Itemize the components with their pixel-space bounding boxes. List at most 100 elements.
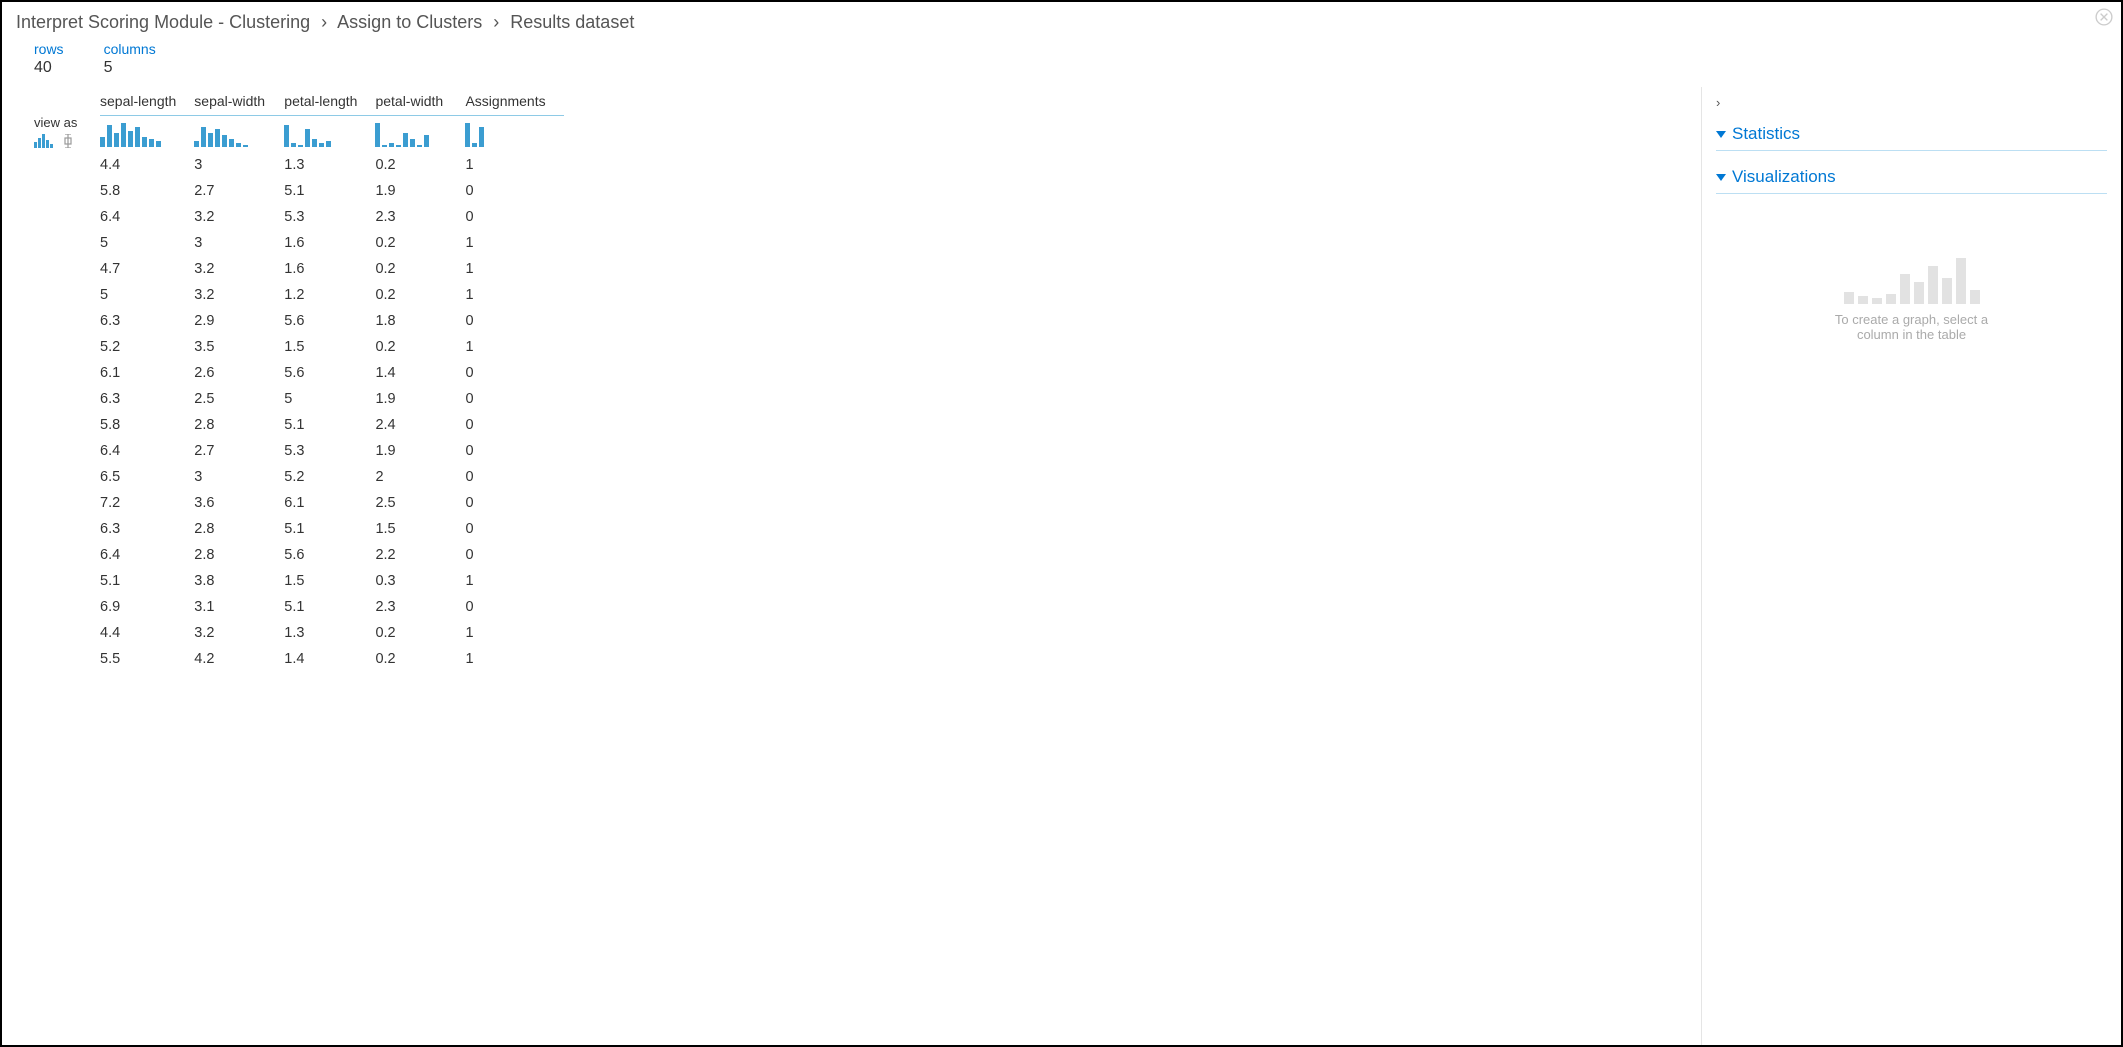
rows-label: rows [34,41,64,57]
column-header[interactable]: sepal-length [100,87,194,116]
table-cell: 6.4 [100,438,194,464]
table-cell: 0 [465,464,563,490]
table-row[interactable]: 6.32.551.90 [100,386,564,412]
table-cell: 1 [465,620,563,646]
placeholder-chart-icon [1716,244,2107,304]
table-cell: 3.8 [194,568,284,594]
table-row[interactable]: 53.21.20.21 [100,282,564,308]
table-cell: 2.8 [194,412,284,438]
table-cell: 0 [465,360,563,386]
table-cell: 5 [100,282,194,308]
table-cell: 5.1 [100,568,194,594]
table-row[interactable]: 5.82.85.12.40 [100,412,564,438]
table-cell: 5.1 [284,594,375,620]
table-cell: 2.4 [375,412,465,438]
column-sparkline[interactable] [375,116,465,153]
column-sparkline[interactable] [100,116,194,153]
table-cell: 1.3 [284,620,375,646]
table-row[interactable]: 6.32.85.11.50 [100,516,564,542]
table-cell: 6.3 [100,386,194,412]
table-cell: 1 [465,230,563,256]
placeholder-text: column in the table [1716,327,2107,342]
column-header[interactable]: petal-width [375,87,465,116]
chevron-right-icon: › [321,12,327,33]
placeholder-text: To create a graph, select a [1716,312,2107,327]
table-cell: 5.8 [100,412,194,438]
caret-down-icon [1716,174,1726,181]
table-cell: 1.6 [284,256,375,282]
table-row[interactable]: 6.12.65.61.40 [100,360,564,386]
column-header[interactable]: Assignments [465,87,563,116]
visualization-placeholder: To create a graph, select a column in th… [1716,244,2107,342]
statistics-label: Statistics [1732,124,1800,143]
table-cell: 0 [465,438,563,464]
table-cell: 5.8 [100,178,194,204]
boxplot-view-icon[interactable] [62,134,74,151]
table-cell: 1 [465,282,563,308]
view-as: view as [34,87,100,151]
statistics-header[interactable]: Statistics [1716,118,2107,151]
close-icon[interactable] [2095,8,2113,26]
table-cell: 3.6 [194,490,284,516]
table-row[interactable]: 4.431.30.21 [100,152,564,178]
table-cell: 5.1 [284,178,375,204]
column-sparkline[interactable] [284,116,375,153]
table-row[interactable]: 4.43.21.30.21 [100,620,564,646]
columns-value: 5 [104,59,156,77]
table-row[interactable]: 7.23.66.12.50 [100,490,564,516]
table-cell: 3.5 [194,334,284,360]
table-cell: 2.6 [194,360,284,386]
table-cell: 2 [375,464,465,490]
breadcrumb-item[interactable]: Assign to Clusters [337,12,482,32]
table-cell: 1 [465,256,563,282]
table-cell: 0.2 [375,334,465,360]
table-row[interactable]: 6.32.95.61.80 [100,308,564,334]
rows-value: 40 [34,59,64,77]
visualizations-header[interactable]: Visualizations [1716,161,2107,194]
table-row[interactable]: 5.13.81.50.31 [100,568,564,594]
table-cell: 3.1 [194,594,284,620]
table-row[interactable]: 4.73.21.60.21 [100,256,564,282]
table-cell: 0.2 [375,620,465,646]
table-cell: 4.7 [100,256,194,282]
table-row[interactable]: 6.42.85.62.20 [100,542,564,568]
table-cell: 1 [465,568,563,594]
table-cell: 5.3 [284,438,375,464]
caret-down-icon [1716,131,1726,138]
data-table-scroll[interactable]: view as sepal-lengthsepal-widthpetal-len… [2,87,1701,1045]
table-row[interactable]: 5.54.21.40.21 [100,646,564,672]
table-cell: 2.5 [375,490,465,516]
table-row[interactable]: 5.82.75.11.90 [100,178,564,204]
table-cell: 5.1 [284,516,375,542]
table-cell: 7.2 [100,490,194,516]
table-cell: 5.6 [284,360,375,386]
histogram-view-icon[interactable] [34,134,56,151]
panel-expand-icon[interactable]: › [1716,93,2107,118]
table-cell: 3 [194,464,284,490]
table-cell: 5 [284,386,375,412]
table-cell: 0 [465,178,563,204]
table-cell: 6.1 [284,490,375,516]
table-cell: 2.7 [194,438,284,464]
column-header[interactable]: petal-length [284,87,375,116]
table-row[interactable]: 6.93.15.12.30 [100,594,564,620]
table-cell: 4.2 [194,646,284,672]
table-row[interactable]: 6.43.25.32.30 [100,204,564,230]
column-sparkline[interactable] [194,116,284,153]
table-cell: 3.2 [194,282,284,308]
table-row[interactable]: 6.42.75.31.90 [100,438,564,464]
table-cell: 0 [465,542,563,568]
table-cell: 1.8 [375,308,465,334]
table-row[interactable]: 531.60.21 [100,230,564,256]
column-header[interactable]: sepal-width [194,87,284,116]
table-cell: 3.2 [194,256,284,282]
column-sparkline[interactable] [465,116,563,153]
table-cell: 4.4 [100,152,194,178]
table-cell: 1.6 [284,230,375,256]
table-row[interactable]: 6.535.220 [100,464,564,490]
table-cell: 1 [465,646,563,672]
table-cell: 0.2 [375,152,465,178]
table-row[interactable]: 5.23.51.50.21 [100,334,564,360]
table-cell: 1.9 [375,386,465,412]
breadcrumb-item[interactable]: Interpret Scoring Module - Clustering [16,12,310,32]
